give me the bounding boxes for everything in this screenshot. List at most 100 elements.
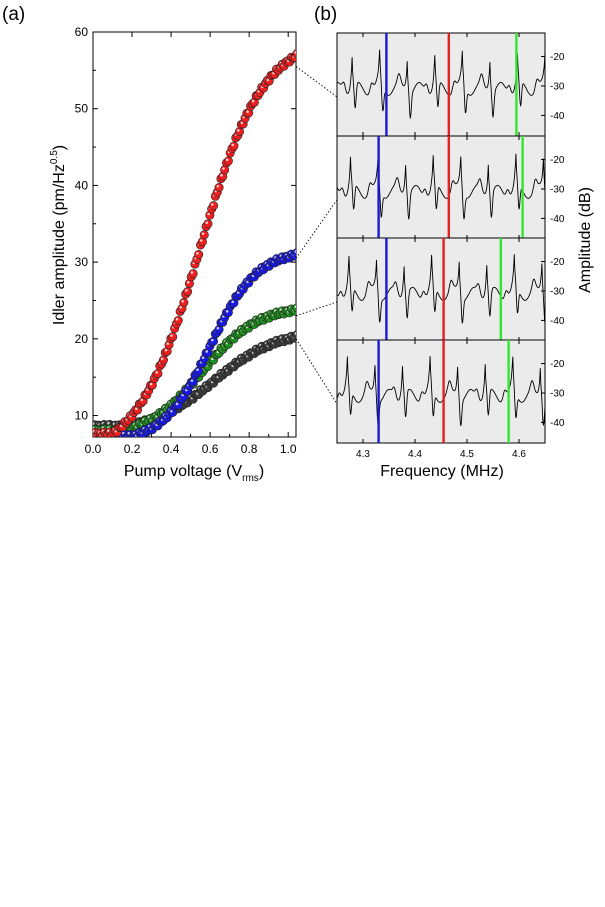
spectrum-x-tick-labels: 4.3 4.4 4.5 4.6 [356, 449, 526, 460]
spectrum-frame [336, 339, 546, 444]
x-tick-label: 4.3 [356, 449, 370, 460]
data-point [153, 369, 163, 379]
data-point-highlight [225, 310, 229, 313]
data-point-highlight [190, 271, 194, 274]
spectrum-trace [336, 153, 546, 220]
data-point [292, 330, 296, 340]
x-tick-label: 0.0 [85, 442, 102, 456]
data-point-highlight [185, 289, 188, 292]
y-tick-label: -30 [550, 81, 565, 92]
y-tick-label: -30 [550, 184, 565, 195]
scatter-plot-frame [92, 31, 297, 438]
x-tick-label: 4.6 [512, 449, 526, 460]
x-tick-label: 0.8 [241, 442, 258, 456]
data-point-highlight [149, 382, 153, 386]
data-point [203, 219, 213, 229]
connector-line [295, 199, 338, 259]
data-point-highlight [107, 421, 110, 425]
data-point-highlight [186, 281, 190, 284]
scatter-panel: 10 20 30 40 50 60 0.0 0.2 0.4 0.6 0.8 1.… [49, 25, 297, 484]
spectrum-subpanel [336, 135, 546, 240]
x-tick-label: 4.5 [460, 449, 474, 460]
spectrum-background [337, 238, 545, 341]
data-point [292, 49, 296, 59]
data-point-highlight [166, 342, 170, 345]
data-point-highlight [211, 203, 214, 206]
panel-label-a: (a) [2, 4, 25, 25]
y-tick-label: 60 [75, 25, 89, 39]
spectrum-y-axis-title: Amplitude (dB) [577, 187, 594, 293]
spectrum-subpanel [336, 237, 546, 342]
data-point [173, 315, 183, 325]
data-point-highlight [170, 334, 173, 337]
data-point-highlight [240, 121, 244, 125]
data-point-highlight [231, 300, 235, 304]
data-point [223, 156, 233, 166]
data-point-highlight [175, 402, 179, 406]
data-point-highlight [246, 110, 249, 113]
panel-connectors [295, 66, 338, 405]
connector-line [295, 66, 338, 98]
panel-label-b: (b) [314, 4, 337, 25]
x-tick-label: 0.2 [124, 442, 141, 456]
data-point [229, 141, 239, 151]
y-tick-label: -30 [550, 388, 565, 399]
y-tick-label: -20 [550, 155, 565, 166]
data-point-highlight [294, 305, 296, 308]
y-tick-label: -20 [550, 257, 565, 268]
data-point-highlight [201, 232, 205, 235]
data-point-highlight [294, 250, 296, 253]
data-point [158, 355, 168, 365]
spectrum-background [337, 136, 545, 239]
y-tick-label: -20 [550, 359, 565, 370]
connector-line [295, 301, 338, 317]
y-tick-label: 30 [75, 255, 89, 269]
y-tick-label: 40 [75, 178, 89, 192]
scatter-points [93, 49, 296, 437]
spectrum-trace [336, 356, 546, 426]
connector-line [295, 338, 338, 405]
data-point-highlight [181, 300, 184, 303]
y-axis-title: Idler amplitude (pm/Hz0.5) [49, 145, 68, 325]
y-tick-label: -30 [550, 286, 565, 297]
scatter-y-tick-labels: 10 20 30 40 50 60 [75, 25, 89, 423]
data-point-highlight [164, 348, 168, 352]
x-axis-title: Pump voltage (Vrms) [124, 463, 264, 484]
spectrum-trace [336, 49, 546, 119]
data-point-highlight [196, 368, 199, 372]
data-point [194, 250, 204, 260]
scatter-series-group [93, 49, 296, 437]
series-red [93, 49, 296, 437]
data-point-highlight [294, 51, 296, 54]
data-point-highlight [201, 356, 205, 359]
data-point-highlight [236, 129, 240, 132]
data-point-highlight [140, 398, 144, 402]
data-point-highlight [196, 252, 199, 255]
data-point [179, 298, 189, 308]
y-tick-label: 10 [75, 409, 89, 423]
spectrum-trace [336, 254, 546, 324]
data-point-highlight [216, 326, 220, 330]
data-point [188, 269, 198, 279]
data-point-highlight [211, 338, 214, 342]
data-point-highlight [175, 317, 179, 321]
spectrum-x-axis-title: Frequency (MHz) [380, 463, 504, 480]
data-point [214, 182, 224, 192]
x-tick-label: 0.4 [163, 442, 180, 456]
data-point-highlight [294, 332, 296, 335]
data-point-highlight [160, 357, 164, 361]
data-point [292, 303, 296, 313]
spectrum-background [337, 340, 545, 443]
data-point-highlight [179, 305, 183, 309]
data-point-highlight [216, 184, 220, 188]
data-point-highlight [155, 371, 159, 374]
data-point-highlight [222, 167, 225, 170]
data-point-highlight [220, 173, 223, 177]
x-tick-label: 0.6 [202, 442, 219, 456]
spectrum-y-tick-labels: -20 -30 -40 -20 -30 -40 -20 -30 -40 -20 … [550, 52, 565, 429]
y-tick-label: -20 [550, 52, 565, 63]
x-tick-label: 4.4 [408, 449, 422, 460]
spectrum-subpanels [336, 32, 546, 444]
data-point [168, 332, 178, 342]
data-point-highlight [251, 99, 255, 103]
